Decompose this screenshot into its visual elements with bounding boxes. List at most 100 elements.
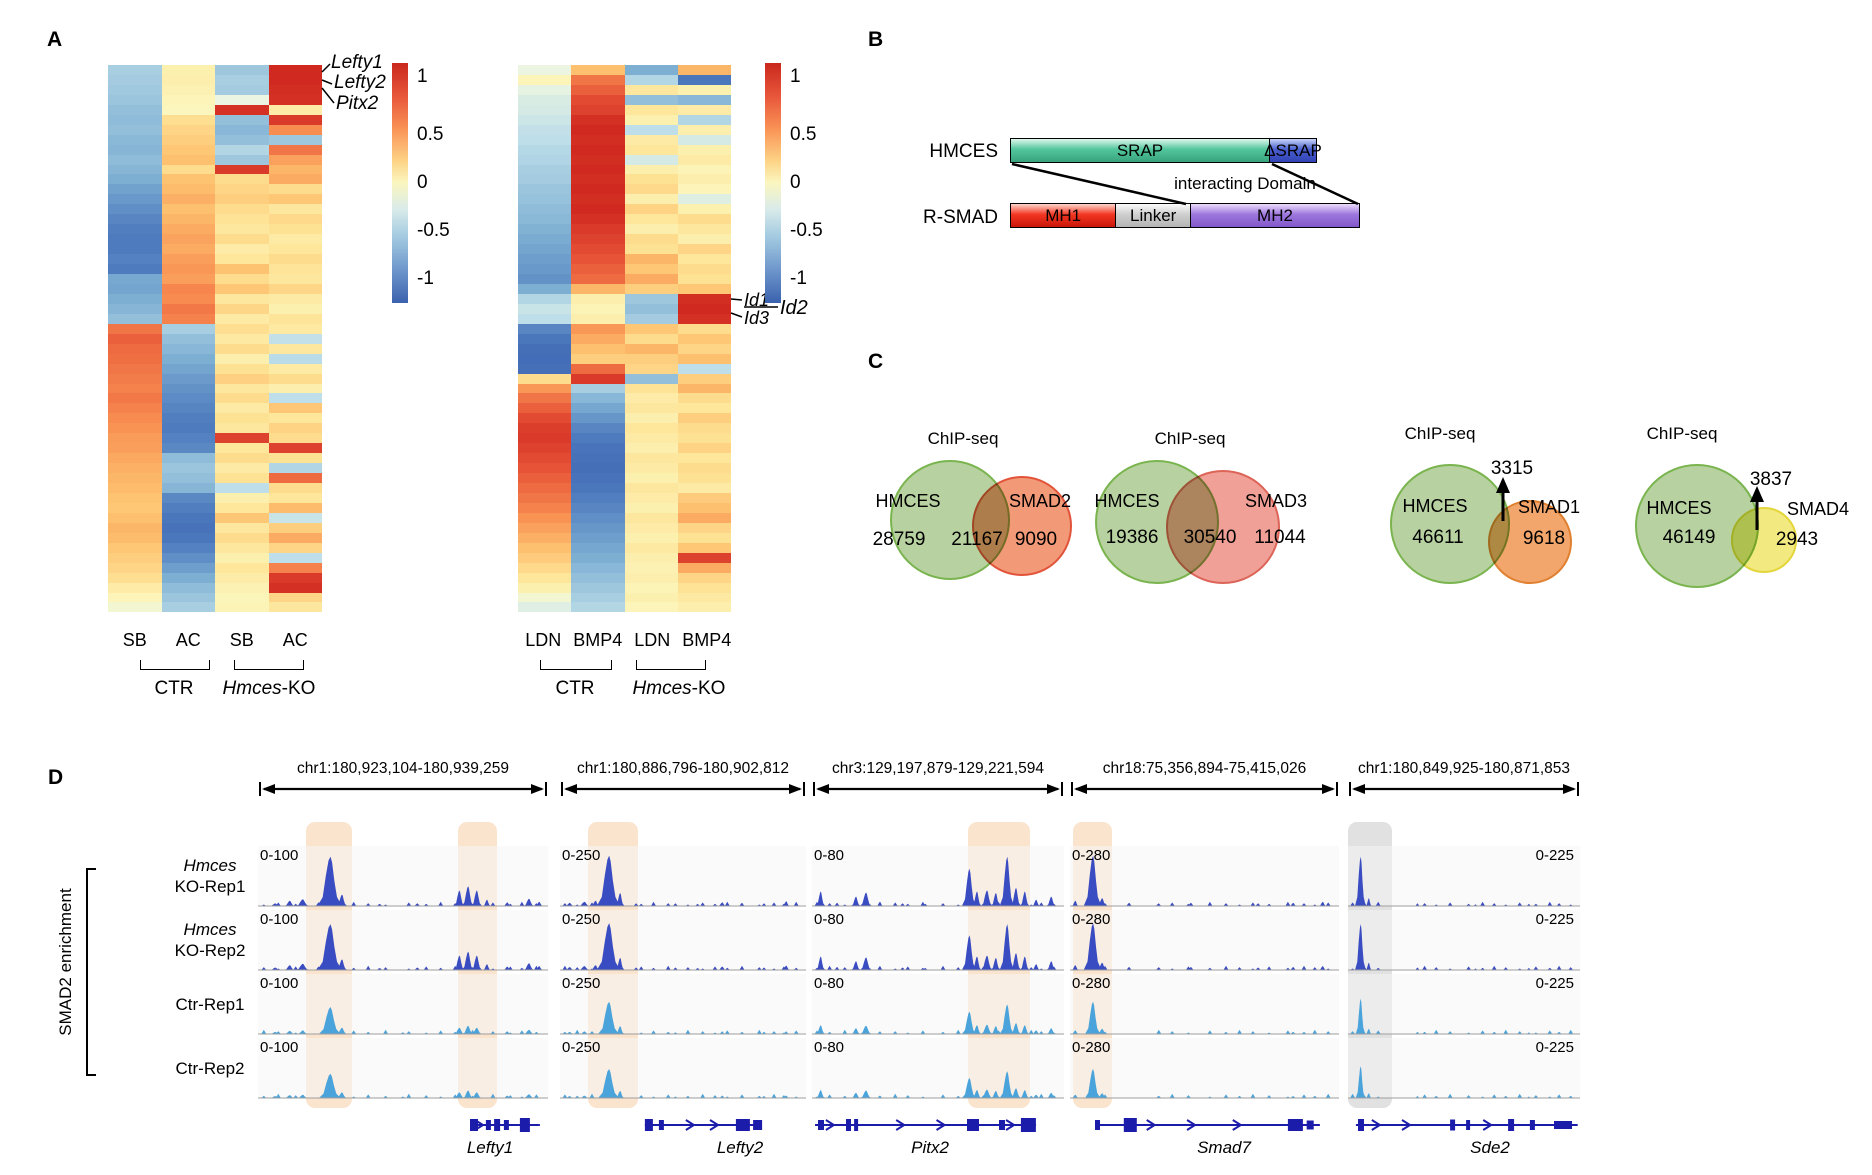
axis-bracket	[86, 868, 96, 1076]
heatmap-cell	[268, 522, 322, 533]
heatmap-cell	[108, 423, 162, 434]
heatmap-cell	[268, 453, 322, 464]
heatmap-cell	[571, 323, 625, 334]
heatmap-cell	[624, 343, 678, 354]
heatmap-cell	[677, 463, 731, 474]
heatmap-row	[518, 94, 731, 105]
heatmap-row	[108, 224, 322, 235]
heatmap-cell	[571, 174, 625, 185]
venn1-smad2-circle	[972, 476, 1072, 576]
heatmap-cell	[215, 204, 269, 215]
heatmap-cell	[215, 492, 269, 503]
heatmap-cell	[161, 104, 215, 115]
heatmap-cell	[161, 562, 215, 573]
heatmap-cell	[571, 224, 625, 235]
column-label: LDN	[525, 630, 562, 650]
heatmap-cell	[215, 313, 269, 324]
heatmap-row	[108, 184, 322, 195]
smad2-enrichment-axis-label: SMAD2 enrichment	[56, 888, 75, 1036]
heatmap-cell	[624, 114, 678, 125]
heatmap-cell	[215, 373, 269, 384]
column-label: SB	[229, 630, 254, 650]
heatmap-cell	[161, 363, 215, 374]
gene-name-label: Pitx2	[911, 1138, 949, 1157]
heatmap-cell	[518, 453, 572, 464]
heatmap-cell	[268, 383, 322, 394]
coordinate-arrow	[1349, 782, 1579, 796]
heatmap-cell	[518, 602, 572, 613]
heatmap-row	[108, 423, 322, 434]
heatmap-cell	[161, 492, 215, 503]
track-label-line1: Hmces	[183, 920, 237, 939]
hmces-italic: Hmces	[632, 678, 692, 699]
heatmap-cell	[677, 313, 731, 324]
heatmap-cell	[108, 184, 162, 195]
heatmap-cell	[571, 552, 625, 563]
heatmap-cell	[571, 303, 625, 314]
heatmap-row	[108, 443, 322, 454]
heatmap-cell	[161, 84, 215, 95]
heatmap-row	[518, 194, 731, 205]
track-scale: 0-225	[1535, 847, 1574, 864]
heatmap-cell	[161, 164, 215, 175]
gene-model	[1095, 1118, 1320, 1132]
heatmap-cell	[624, 413, 678, 424]
column-label: SB	[122, 630, 147, 650]
heatmap-cell	[215, 393, 269, 404]
heatmap-cell	[624, 353, 678, 364]
heatmap-row	[108, 283, 322, 294]
heatmap-cell	[215, 562, 269, 573]
heatmap-cell	[161, 403, 215, 414]
heatmap-row	[518, 383, 731, 394]
heatmap-cell	[677, 244, 731, 255]
track-scale: 0-80	[814, 975, 845, 992]
heatmap-cell	[108, 274, 162, 284]
heatmap-cell	[161, 552, 215, 563]
heatmap-row	[108, 174, 322, 185]
heatmap-row	[108, 562, 322, 573]
heatmap-cell	[624, 473, 678, 484]
heatmap-cell	[108, 433, 162, 444]
heatmap-cell	[677, 194, 731, 205]
heatmap-cell	[108, 214, 162, 225]
heatmap-cell	[624, 552, 678, 563]
heatmap-cell	[677, 274, 731, 284]
heatmap-row	[108, 164, 322, 175]
heatmap-cell	[161, 502, 215, 513]
region-coordinates: chr1:180,886,796-180,902,812	[576, 760, 789, 777]
heatmap-cell	[518, 433, 572, 444]
heatmap-cell	[268, 204, 322, 215]
heatmap-cell	[571, 74, 625, 85]
heatmap-cell	[215, 363, 269, 374]
heatmap-cell	[268, 492, 322, 503]
track-label-line2: Ctr-Rep2	[175, 1058, 245, 1078]
heatmap-cell	[215, 184, 269, 195]
venn1-right-label: SMAD2	[1008, 491, 1072, 511]
heatmap-cell	[215, 65, 269, 75]
heatmap-row	[108, 492, 322, 503]
heatmap-cell	[108, 164, 162, 175]
heatmap-cell	[571, 343, 625, 354]
heatmap-cell	[161, 94, 215, 105]
track-scale: 0-250	[562, 975, 601, 992]
heatmap-cell	[268, 65, 322, 75]
heatmap-cell	[108, 154, 162, 165]
heatmap-row	[518, 204, 731, 215]
heatmap-cell	[571, 204, 625, 215]
heatmap-cell	[268, 293, 322, 304]
heatmap-cell	[268, 433, 322, 444]
heatmap-cell	[677, 104, 731, 115]
heatmap-row	[518, 592, 731, 603]
heatmap-cell	[108, 453, 162, 464]
heatmap-row	[108, 154, 322, 165]
heatmap-cell	[571, 532, 625, 543]
heatmap-row	[108, 453, 322, 464]
heatmap-cell	[677, 353, 731, 364]
heatmap-row	[518, 433, 731, 444]
heatmap-cell	[624, 274, 678, 284]
heatmap-cell	[624, 373, 678, 384]
heatmap-row	[108, 144, 322, 155]
heatmap-cell	[108, 602, 162, 613]
heatmap-row	[518, 174, 731, 185]
column-label: BMP4	[682, 630, 732, 650]
